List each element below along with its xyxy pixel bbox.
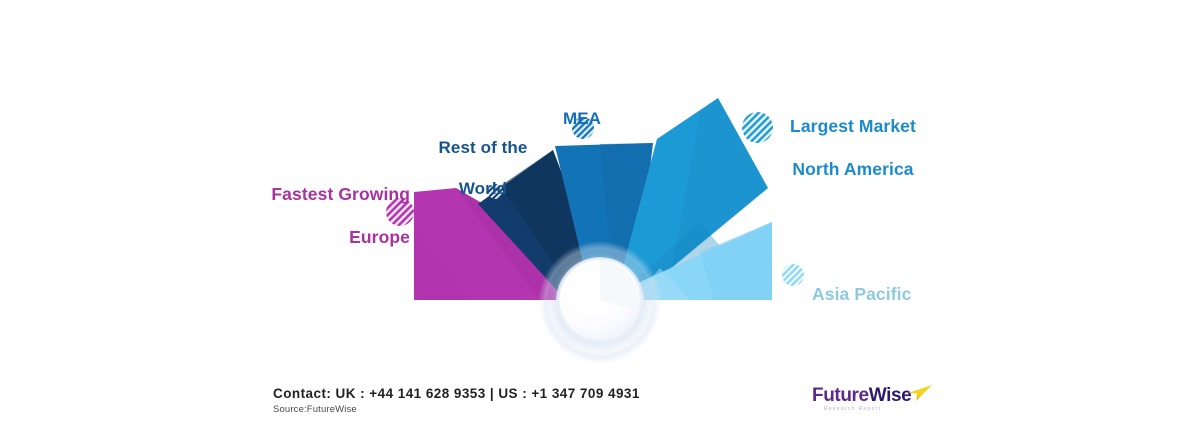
label-mea-text: MEA — [562, 108, 602, 128]
mea-striped-circle-icon — [572, 117, 594, 139]
rest-of-the-world-striped-circle-icon — [488, 184, 503, 199]
label-mea: MEA — [532, 88, 632, 150]
europe-striped-circle-icon — [386, 198, 414, 226]
hub-outline — [558, 258, 642, 342]
label-rest-of-the-world-line2: World — [458, 179, 508, 199]
contact-line: Contact: UK : +44 141 628 9353 | US : +1… — [273, 386, 640, 401]
label-asia-pacific-text: Asia Pacific — [812, 284, 912, 305]
label-europe-line2: Europe — [349, 227, 410, 248]
logo-swoosh-icon — [908, 385, 932, 401]
label-asia-pacific: Asia Pacific — [812, 263, 932, 327]
label-europe-line1: Fastest Growing — [271, 184, 410, 205]
logo-brand-future: Future — [812, 385, 869, 406]
label-north-america: Largest Market North America — [778, 95, 928, 202]
hub-highlight — [600, 259, 638, 310]
logo-wordmark: FutureWise — [812, 385, 912, 407]
label-rest-of-the-world: Rest of the World — [412, 117, 554, 221]
label-north-america-line1: Largest Market — [790, 116, 916, 137]
logo-tagline: Research Report — [824, 406, 882, 412]
label-rest-of-the-world-line1: Rest of the — [438, 137, 528, 157]
north-america-striped-circle-icon — [742, 112, 773, 143]
footer: Contact: UK : +44 141 628 9353 | US : +1… — [273, 386, 640, 415]
futurewise-logo: FutureWise Research Report — [812, 385, 932, 419]
asia-pacific-striped-circle-icon — [782, 264, 804, 286]
label-europe: Fastest Growing Europe — [244, 163, 410, 270]
logo-brand-wise: Wise — [868, 385, 912, 406]
source-line: Source:FutureWise — [273, 404, 357, 415]
label-north-america-line2: North America — [792, 159, 914, 180]
